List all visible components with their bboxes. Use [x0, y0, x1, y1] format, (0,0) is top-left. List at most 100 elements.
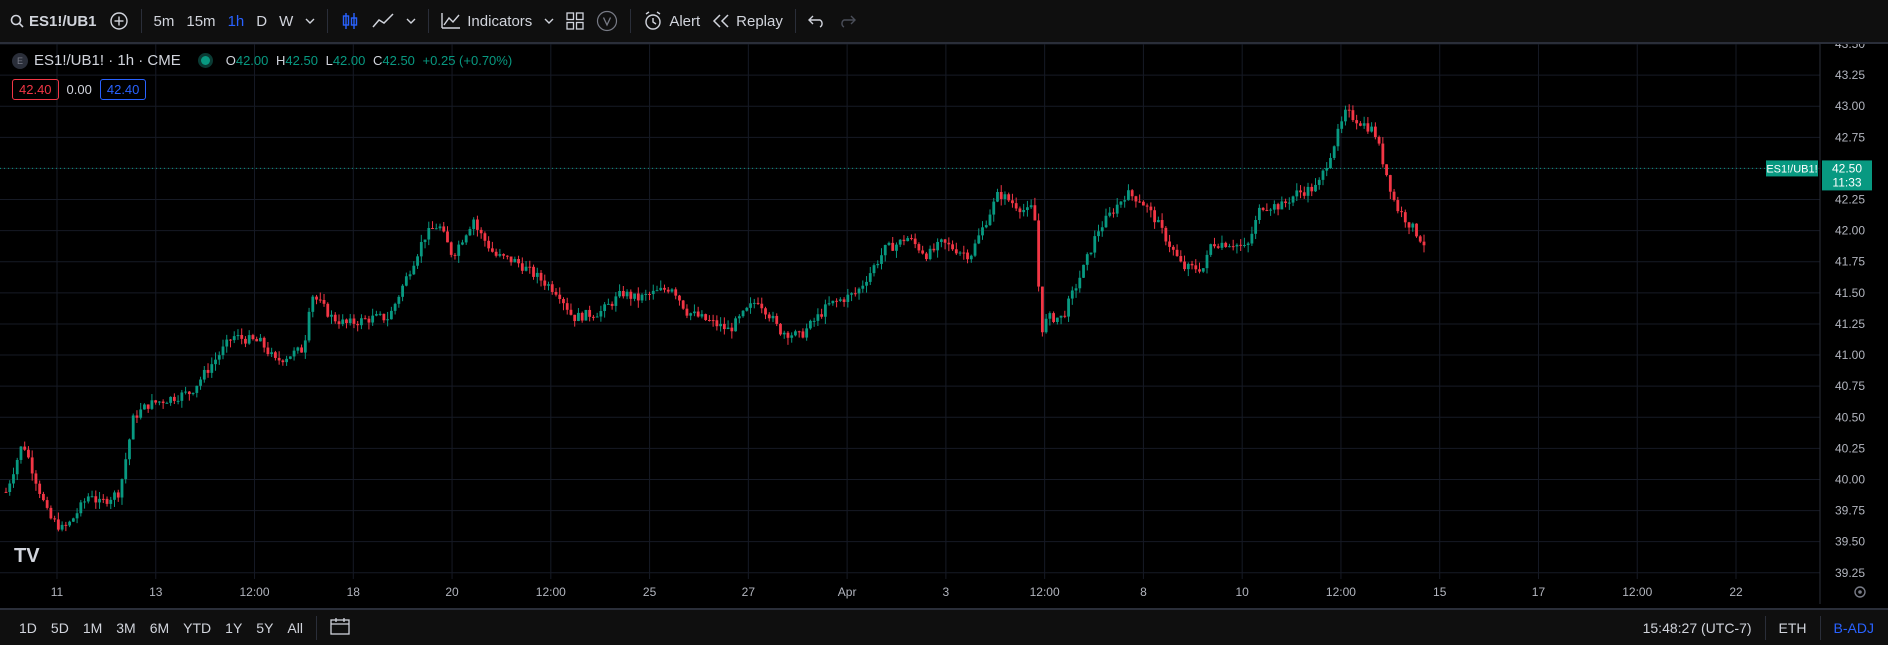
- candle-body: [113, 492, 116, 500]
- candle-body: [49, 507, 53, 519]
- ask-price[interactable]: 42.40: [99, 79, 147, 100]
- chart-style-dropdown[interactable]: [400, 0, 422, 42]
- candle-body: [823, 304, 827, 317]
- candle-body: [79, 502, 83, 514]
- range-3m[interactable]: 3M: [116, 619, 136, 636]
- candle-body: [150, 400, 154, 409]
- range-ytd[interactable]: YTD: [183, 619, 212, 636]
- candle-body: [232, 336, 236, 341]
- candle-body: [715, 320, 719, 327]
- candle-body: [322, 299, 326, 304]
- undo-button[interactable]: [802, 0, 832, 42]
- candle-body: [397, 296, 401, 304]
- candle-body: [532, 266, 535, 277]
- candle-body: [42, 493, 45, 501]
- session-toggle[interactable]: ETH: [1778, 619, 1807, 636]
- candle-body: [797, 331, 801, 333]
- candle-body: [1119, 201, 1123, 205]
- symbol-search[interactable]: ES1!/UB1: [0, 0, 103, 42]
- range-5d[interactable]: 5D: [50, 619, 69, 636]
- candle-body: [1358, 123, 1362, 126]
- candle-body: [853, 293, 857, 295]
- divider: [794, 9, 796, 33]
- settings-gear-icon[interactable]: [1854, 586, 1866, 598]
- candle-body: [1422, 241, 1426, 246]
- candle-body: [1280, 201, 1284, 210]
- candle-body: [880, 255, 883, 264]
- range-1m[interactable]: 1M: [82, 619, 103, 636]
- interval-d[interactable]: D: [256, 12, 268, 30]
- range-6m[interactable]: 6M: [149, 619, 170, 636]
- candle-body: [722, 323, 726, 330]
- alert-button[interactable]: Alert: [637, 0, 706, 42]
- candle-body: [143, 404, 146, 410]
- candle-body: [1415, 223, 1418, 237]
- candle-body: [846, 294, 850, 302]
- candle-body: [737, 316, 741, 319]
- candle-body: [277, 357, 281, 361]
- indicators-dropdown[interactable]: [538, 0, 560, 42]
- candles-style-button[interactable]: [334, 0, 366, 42]
- candle-body: [255, 339, 259, 342]
- candle-body: [621, 291, 625, 297]
- bid-price[interactable]: 42.40: [12, 79, 59, 100]
- range-1d[interactable]: 1D: [19, 619, 37, 636]
- legend-title[interactable]: ES1!/UB1! · 1h · CME: [34, 52, 181, 69]
- candle-body: [199, 379, 202, 386]
- interval-15m[interactable]: 15m: [186, 12, 216, 30]
- candle-body: [1261, 207, 1265, 210]
- candle-body: [1291, 196, 1295, 203]
- templates-button[interactable]: [590, 0, 624, 42]
- candle-body: [172, 396, 176, 401]
- candle-body: [752, 302, 756, 304]
- compare-button[interactable]: [103, 0, 135, 42]
- line-style-button[interactable]: [366, 0, 400, 42]
- chart-pane[interactable]: 43.50 43.25 43.00 42.75 42.50 42.25 42.00 41.75…: [0, 37, 1888, 604]
- candle-body: [606, 303, 610, 305]
- layouts-button[interactable]: [560, 0, 590, 42]
- price-chart[interactable]: 43.50 43.25 43.00 42.75 42.50 42.25 42.00 41.75…: [0, 37, 1888, 604]
- candle-body: [625, 291, 629, 297]
- candle-body: [1302, 192, 1306, 196]
- range-all[interactable]: All: [287, 619, 303, 636]
- change-value: +0.25 (+0.70%): [422, 53, 513, 68]
- candle-body: [423, 239, 427, 243]
- candle-body: [599, 311, 603, 317]
- candle-body: [1340, 121, 1344, 129]
- adjustment-toggle[interactable]: B-ADJ: [1833, 619, 1874, 636]
- goto-date-button[interactable]: [323, 617, 357, 638]
- candle-body: [476, 219, 479, 230]
- candle-body: [954, 249, 958, 254]
- range-5y[interactable]: 5Y: [256, 619, 274, 636]
- candle-body: [636, 293, 640, 301]
- divider: [327, 9, 329, 33]
- y-tick-label: 43.50: [1835, 44, 1865, 51]
- range-1y[interactable]: 1Y: [225, 619, 243, 636]
- redo-button[interactable]: [832, 0, 862, 42]
- replay-button[interactable]: Replay: [706, 0, 789, 42]
- interval-5m[interactable]: 5m: [153, 12, 175, 30]
- candle-body: [457, 244, 461, 256]
- candle-body: [187, 391, 191, 395]
- interval-1h[interactable]: 1h: [227, 12, 245, 30]
- candle-body: [779, 323, 782, 335]
- candle-body: [910, 238, 913, 240]
- symbol-tag: [1766, 160, 1818, 177]
- candle-body: [53, 518, 57, 520]
- candle-body: [767, 314, 771, 319]
- candle-body: [1388, 175, 1392, 192]
- candle-body: [30, 457, 34, 474]
- candle-body: [984, 225, 988, 228]
- market-status-dot[interactable]: [200, 56, 210, 65]
- candle-body: [131, 415, 135, 440]
- interval-w[interactable]: W: [279, 12, 294, 30]
- candle-body: [820, 314, 824, 317]
- candle-body: [704, 314, 708, 321]
- candle-body: [749, 303, 752, 308]
- clock-timezone[interactable]: 15:48:27 (UTC-7): [1642, 619, 1752, 636]
- indicators-button[interactable]: Indicators: [435, 0, 538, 42]
- interval-dropdown[interactable]: [299, 0, 321, 42]
- candle-body: [292, 350, 296, 357]
- y-tick-label: 40.75: [1835, 379, 1865, 393]
- candle-body: [981, 227, 984, 236]
